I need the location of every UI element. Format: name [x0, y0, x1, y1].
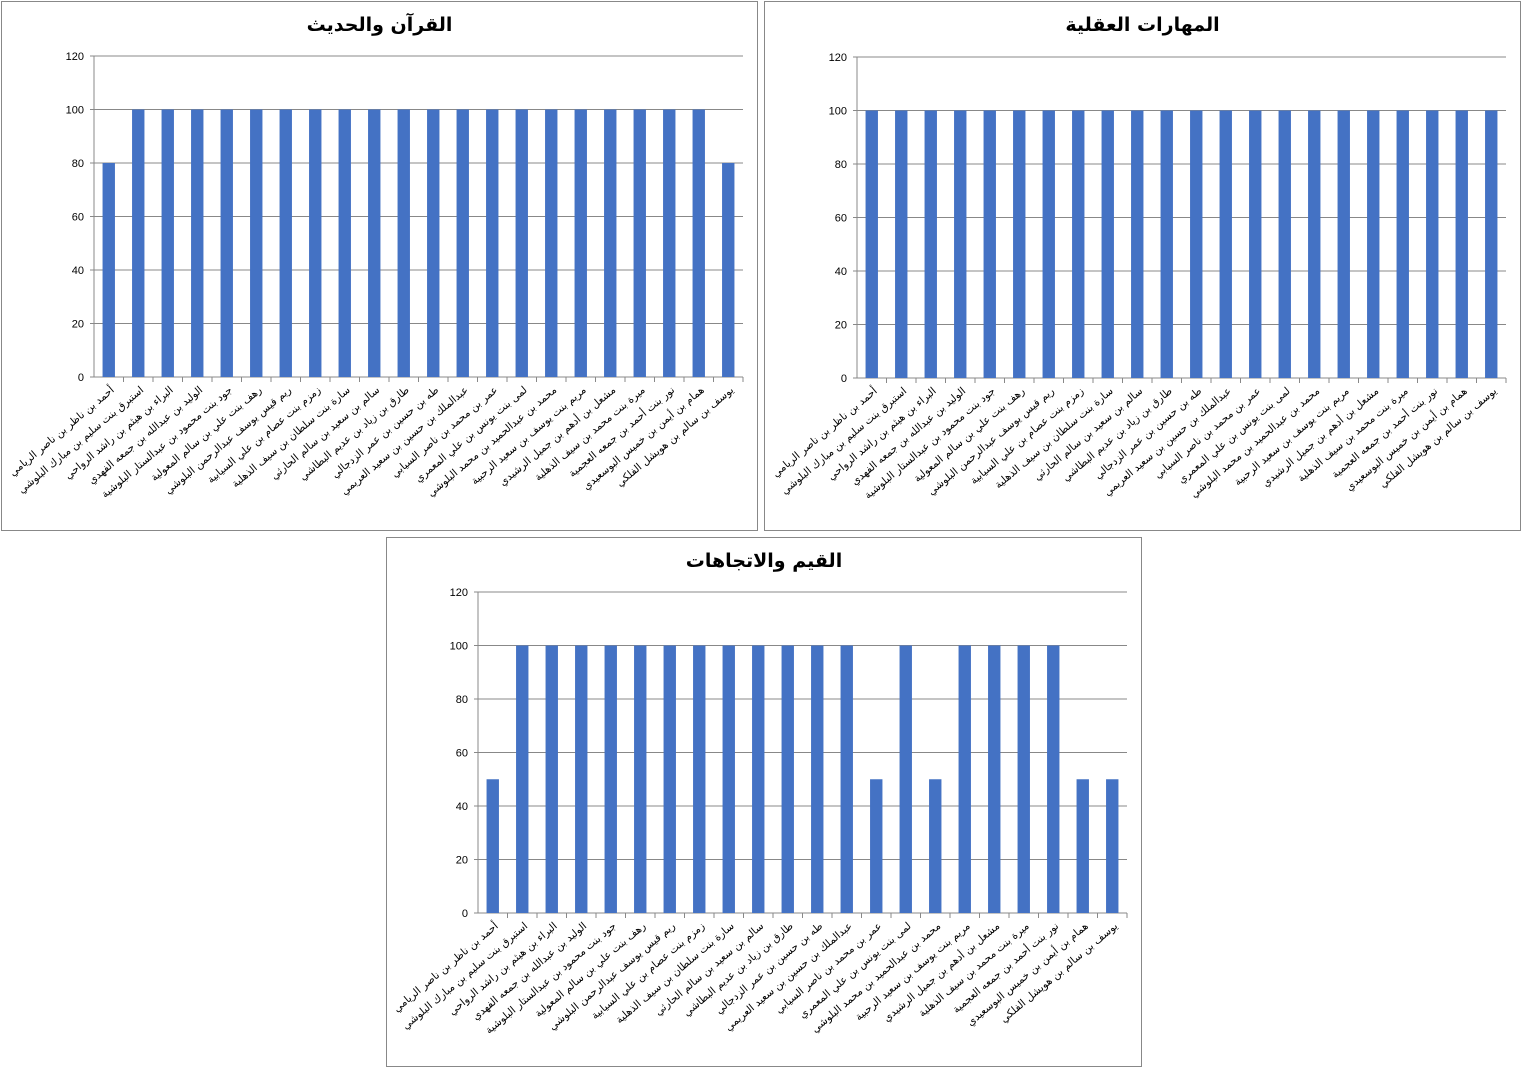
- bar: [899, 645, 912, 913]
- y-tick-label: 120: [450, 587, 468, 599]
- bar: [1017, 645, 1030, 913]
- bar: [663, 645, 676, 913]
- bar: [811, 645, 824, 913]
- bar: [309, 109, 322, 377]
- y-tick-label: 40: [835, 266, 847, 278]
- bar: [722, 163, 735, 377]
- bar: [1101, 110, 1114, 378]
- y-tick-label: 100: [450, 641, 468, 653]
- y-tick-label: 80: [835, 159, 847, 171]
- bar: [575, 645, 588, 913]
- y-tick-label: 0: [841, 373, 847, 385]
- y-tick-label: 20: [835, 320, 847, 332]
- bar: [1131, 110, 1144, 378]
- bar: [456, 109, 469, 377]
- bar: [633, 109, 646, 377]
- bar: [693, 645, 706, 913]
- y-tick-label: 20: [72, 319, 84, 331]
- bar: [1190, 110, 1203, 378]
- y-tick-label: 0: [462, 908, 468, 920]
- chart-title: المهارات العقلية: [1065, 14, 1220, 36]
- bar: [752, 645, 765, 913]
- bar: [604, 645, 617, 913]
- bar: [1160, 110, 1173, 378]
- bar: [1278, 110, 1291, 378]
- bar: [545, 109, 558, 377]
- bar: [1106, 779, 1119, 913]
- bar: [983, 110, 996, 378]
- y-tick-label: 100: [66, 105, 84, 117]
- bar: [954, 110, 967, 378]
- y-tick-label: 100: [829, 106, 847, 118]
- bar: [604, 109, 617, 377]
- chart-values-attitudes: القيم والاتجاهات 0 20 40 60 80 100 120 أحمد بن …: [386, 537, 1142, 1067]
- bar: [161, 109, 174, 377]
- bar: [368, 109, 381, 377]
- bar: [1076, 779, 1089, 913]
- bar: [1042, 110, 1055, 378]
- bar: [895, 110, 908, 378]
- chart-mental-skills: المهارات العقلية 0 20 40 60 80 100 120 أحمد بن …: [764, 1, 1521, 531]
- bar: [486, 109, 499, 377]
- chart-title: القرآن والحديث: [306, 14, 453, 36]
- bar: [722, 645, 735, 913]
- bar: [781, 645, 794, 913]
- bar: [516, 645, 529, 913]
- bar: [988, 645, 1001, 913]
- bar: [663, 109, 676, 377]
- bar: [1426, 110, 1439, 378]
- bar: [1396, 110, 1409, 378]
- bar: [1308, 110, 1321, 378]
- bar: [1072, 110, 1085, 378]
- y-tick-label: 120: [66, 51, 84, 63]
- bar: [870, 779, 883, 913]
- bar: [102, 163, 115, 377]
- bar: [1485, 110, 1498, 378]
- bar: [929, 779, 942, 913]
- bar: [924, 110, 937, 378]
- bar: [220, 109, 233, 377]
- bar: [1219, 110, 1232, 378]
- bar: [1367, 110, 1380, 378]
- bar: [634, 645, 647, 913]
- y-tick-label: 80: [72, 158, 84, 170]
- bar: [840, 645, 853, 913]
- bar: [397, 109, 410, 377]
- bar: [545, 645, 558, 913]
- bar: [958, 645, 971, 913]
- chart-title: القيم والاتجاهات: [685, 550, 843, 572]
- y-tick-label: 60: [72, 212, 84, 224]
- bar: [427, 109, 440, 377]
- bar: [515, 109, 528, 377]
- bar: [865, 110, 878, 378]
- bar: [1455, 110, 1468, 378]
- y-tick-label: 20: [456, 855, 468, 867]
- bar: [338, 109, 351, 377]
- bar: [132, 109, 145, 377]
- bar: [191, 109, 204, 377]
- bar: [692, 109, 705, 377]
- y-tick-label: 0: [78, 372, 84, 384]
- y-tick-label: 120: [829, 52, 847, 64]
- y-tick-label: 60: [835, 213, 847, 225]
- y-tick-label: 60: [456, 748, 468, 760]
- bar: [1013, 110, 1026, 378]
- bar: [1337, 110, 1350, 378]
- y-tick-label: 40: [456, 801, 468, 813]
- chart-quran-hadith: القرآن والحديث 0 20 40 60 80 100 120 أحمد بن نا…: [1, 1, 758, 531]
- bar: [279, 109, 292, 377]
- bar: [1249, 110, 1262, 378]
- y-tick-label: 40: [72, 265, 84, 277]
- bar: [574, 109, 587, 377]
- y-tick-label: 80: [456, 694, 468, 706]
- bar: [1047, 645, 1060, 913]
- bar: [486, 779, 499, 913]
- bar: [250, 109, 263, 377]
